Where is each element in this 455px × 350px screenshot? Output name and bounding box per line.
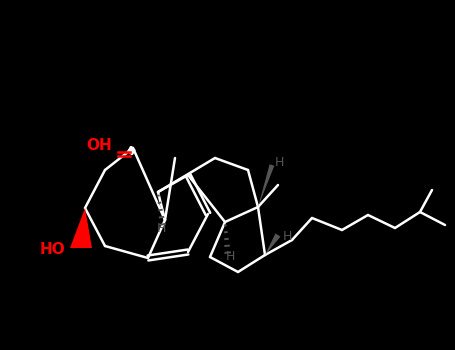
Polygon shape (265, 233, 281, 255)
Text: HO: HO (40, 243, 66, 258)
Polygon shape (258, 164, 274, 207)
Text: H: H (157, 222, 166, 235)
Polygon shape (70, 208, 92, 248)
Text: H: H (283, 231, 293, 244)
Text: H: H (225, 250, 235, 263)
Text: H: H (275, 156, 284, 169)
Text: OH: OH (86, 138, 112, 153)
